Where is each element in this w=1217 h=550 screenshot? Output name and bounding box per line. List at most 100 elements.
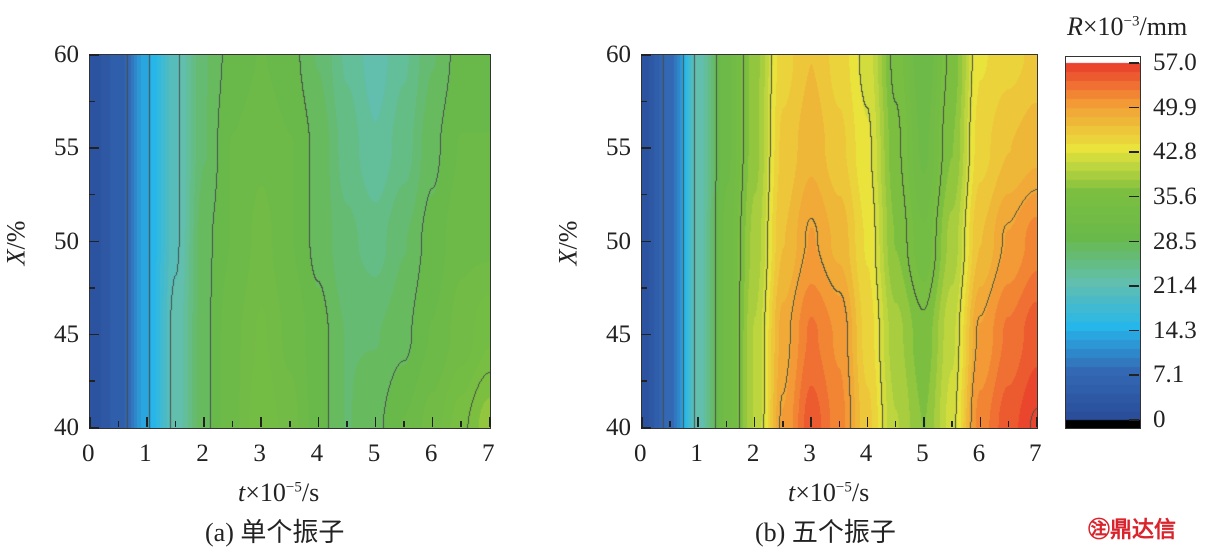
colorbar-tick-label: 57.0 (1153, 49, 1197, 76)
x-tick (146, 417, 148, 427)
colorbar-tick (1129, 62, 1139, 64)
x-tick (203, 417, 205, 427)
colorbar-tick (1129, 329, 1139, 332)
x-tick-label: 2 (746, 440, 760, 467)
colorbar-tick-label: 7.1 (1153, 361, 1185, 389)
y-tick (641, 380, 647, 382)
x-tick (460, 421, 462, 427)
colorbar-title: R×10−3/mm (1067, 12, 1188, 41)
y-tick (89, 147, 99, 149)
x-tick (894, 421, 897, 427)
x-tick (669, 421, 671, 427)
x-axis-label-b: t×10−5/s (788, 478, 870, 507)
x-tick (1036, 417, 1038, 427)
y-tick (89, 380, 95, 382)
y-tick (89, 333, 99, 336)
colorbar-tick-label: 14.3 (1153, 316, 1197, 344)
y-tick (89, 240, 99, 242)
colorbar-tick-label: 35.6 (1153, 182, 1197, 210)
x-tick-label: 5 (367, 440, 381, 467)
x-tick (260, 417, 262, 427)
x-tick (489, 417, 491, 427)
x-tick (89, 417, 91, 427)
contour-plot-a (89, 54, 491, 429)
colorbar-tick (1129, 285, 1139, 287)
x-tick-label: 3 (253, 440, 266, 467)
watermark-logo: ㊟鼎达信 (1088, 518, 1177, 543)
y-tick-label: 50 (606, 227, 631, 255)
caption-b: (b) 五个振子 (755, 518, 896, 547)
y-tick (641, 100, 647, 103)
y-tick-label: 55 (606, 134, 631, 162)
x-tick-label: 6 (424, 440, 438, 467)
colorbar-tick-label: 28.5 (1153, 227, 1197, 255)
y-tick (641, 147, 651, 149)
caption-a: (a) 单个振子 (205, 518, 345, 547)
y-tick (89, 287, 95, 289)
x-tick (374, 417, 377, 427)
y-tick (641, 427, 651, 429)
colorbar-tick (1129, 195, 1139, 198)
x-tick (403, 421, 405, 427)
x-tick (753, 417, 756, 427)
x-tick-label: 3 (803, 440, 816, 467)
colorbar-tick-label: 21.4 (1153, 272, 1197, 300)
x-tick (951, 421, 953, 427)
colorbar-tick (1129, 419, 1139, 421)
x-tick-label: 1 (139, 440, 152, 467)
x-tick-label: 7 (482, 440, 495, 467)
y-tick (641, 193, 647, 196)
x-tick (866, 417, 869, 427)
x-tick-label: 0 (634, 440, 647, 467)
x-tick (231, 421, 234, 427)
x-tick-label: 2 (196, 440, 209, 467)
y-tick (89, 427, 99, 429)
y-tick (89, 100, 95, 103)
x-tick-label: 6 (972, 440, 986, 467)
y-tick (641, 287, 647, 289)
y-axis-label-a: X/% (1, 220, 31, 266)
x-tick (782, 421, 784, 427)
x-tick-label: 1 (690, 440, 703, 467)
colorbar-tick (1129, 374, 1139, 376)
colorbar (1065, 56, 1141, 429)
y-tick (89, 54, 99, 56)
y-tick (641, 333, 651, 336)
y-tick-label: 60 (54, 41, 79, 68)
x-tick (810, 417, 812, 427)
y-tick-label: 40 (54, 414, 79, 441)
y-tick (641, 240, 651, 242)
y-tick (89, 193, 95, 196)
x-tick (923, 417, 925, 427)
x-tick (431, 417, 434, 427)
contour-plot-b (641, 54, 1038, 429)
x-tick (725, 421, 728, 427)
x-tick (1007, 421, 1010, 427)
y-tick-label: 55 (54, 134, 79, 162)
y-axis-label-b: X/% (553, 220, 583, 266)
x-tick (346, 421, 348, 427)
y-tick-label: 60 (606, 41, 631, 68)
y-tick (641, 54, 651, 56)
x-tick (117, 421, 120, 427)
x-tick-label: 7 (1029, 440, 1042, 467)
colorbar-tick (1129, 151, 1139, 153)
y-tick-label: 40 (606, 414, 631, 441)
colorbar-tick-label: 42.8 (1153, 138, 1197, 166)
colorbar-tick-label: 49.9 (1153, 93, 1197, 121)
y-tick-label: 50 (54, 227, 79, 255)
x-axis-label-a: t×10−5/s (238, 478, 320, 507)
x-tick (174, 421, 177, 427)
colorbar-tick (1129, 240, 1139, 242)
x-tick-label: 4 (859, 440, 873, 467)
x-tick (979, 417, 982, 427)
x-tick (641, 417, 643, 427)
x-tick (317, 417, 320, 427)
x-tick-label: 4 (310, 440, 324, 467)
y-tick-label: 45 (606, 320, 631, 348)
x-tick (838, 421, 840, 427)
x-tick-label: 0 (82, 440, 95, 467)
y-tick-label: 45 (54, 320, 79, 348)
colorbar-tick-label: 0 (1153, 406, 1166, 433)
